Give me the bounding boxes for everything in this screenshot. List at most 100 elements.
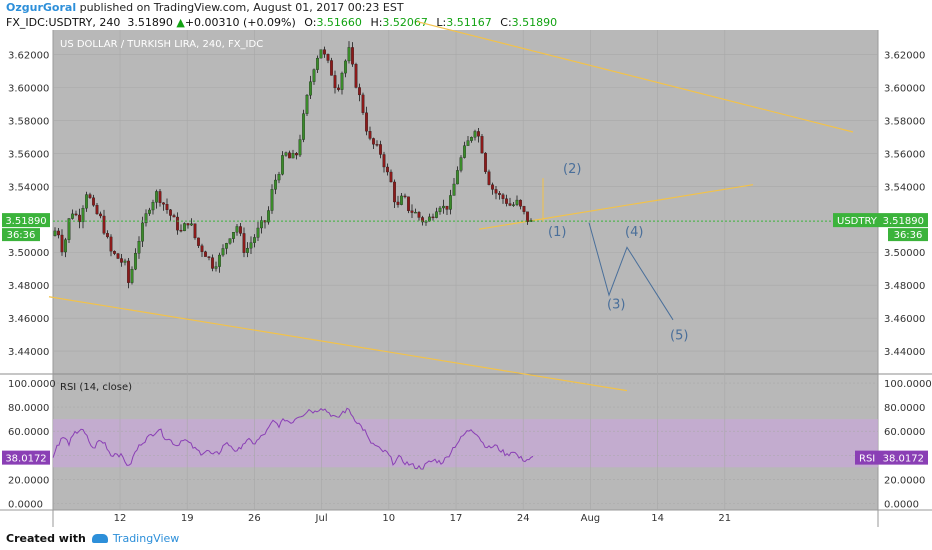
candle-body (319, 49, 323, 59)
candle-body (354, 63, 358, 88)
candle-body (323, 49, 326, 55)
price-tick-label-left: 3.56000 (8, 149, 49, 160)
candle-body (305, 95, 309, 114)
candle-body (326, 54, 330, 61)
price-tick-label-right: 3.50000 (884, 248, 925, 259)
candle-body (379, 144, 382, 155)
candle-body (274, 179, 277, 190)
candle-body (470, 137, 473, 141)
candle-body (113, 251, 116, 254)
candle-body (71, 213, 74, 219)
rsi-tick-label-left: 60.0000 (8, 427, 49, 438)
candle-body (463, 145, 466, 158)
rsi-value-tag-right (855, 450, 928, 465)
time-tick-label: 26 (248, 513, 261, 524)
candle-body (312, 69, 316, 82)
candle-body (186, 223, 190, 226)
author-link[interactable]: OzgurGoral (6, 1, 77, 14)
footer: Created with TradingView (6, 528, 926, 548)
time-tick-label: 21 (718, 513, 731, 524)
candle-body (127, 260, 130, 283)
up-arrow-icon: ▲ (176, 16, 185, 29)
candle-body (347, 47, 351, 62)
candle-body (487, 171, 491, 185)
candle-body (526, 211, 529, 222)
last-price-right-text: 3.51890 (883, 216, 924, 227)
candle-body (239, 226, 242, 234)
candle-body (358, 87, 361, 96)
change-value: +0.00310 (+0.09%) (184, 16, 296, 29)
candle-body (246, 247, 249, 253)
candle-body (389, 171, 393, 183)
price-tick-label-left: 3.44000 (8, 347, 49, 358)
candle-body (172, 215, 176, 218)
price-tick-label-right: 3.60000 (884, 83, 925, 94)
candle-body (466, 140, 470, 146)
candle-body (505, 198, 508, 204)
candle-body (141, 222, 144, 242)
candle-body (267, 210, 270, 223)
candle-body (190, 223, 193, 226)
candle-body (197, 237, 200, 246)
time-tick-label: 19 (181, 513, 194, 524)
candle-body (410, 210, 414, 213)
candle-body (78, 214, 81, 223)
candle-body (393, 181, 396, 203)
candle-body (501, 194, 505, 199)
time-tick-label: 17 (450, 513, 463, 524)
rsi-tick-label-right: 100.0000 (884, 379, 932, 390)
open-value: 3.51660 (316, 16, 362, 29)
rsi-value-left-text: 38.0172 (5, 454, 46, 465)
candle-body (498, 193, 501, 195)
candle-body (382, 154, 386, 168)
candle-body (403, 195, 407, 198)
tradingview-brand-link[interactable]: TradingView (91, 532, 179, 545)
countdown-text: 36:36 (7, 230, 36, 241)
trendline (478, 184, 754, 230)
wave-label: (4) (625, 225, 643, 240)
price-tick-label-right: 3.58000 (884, 116, 925, 127)
candle-body (256, 227, 260, 238)
candle-body (74, 213, 78, 216)
rsi-band (53, 419, 878, 468)
candle-body (512, 204, 515, 206)
countdown-right-text: 36:36 (894, 230, 923, 241)
price-tick-label-left: 3.62000 (8, 51, 49, 62)
candle-body (340, 72, 344, 90)
close-label: C: (500, 16, 512, 29)
candle-body (400, 195, 403, 205)
price-tick-label-right: 3.62000 (884, 51, 925, 62)
candle-body (365, 112, 368, 132)
candle-body (158, 191, 162, 203)
candle-body (183, 223, 186, 232)
candle-body (85, 194, 88, 209)
countdown-tag-right (888, 228, 928, 242)
candle-body (351, 47, 354, 65)
time-tick-label: 24 (517, 513, 530, 524)
last-price-left-text: 3.51890 (5, 216, 46, 227)
candle-body (396, 201, 400, 205)
rsi-tag-text: RSI (859, 454, 875, 465)
candle-body (57, 230, 60, 236)
candle-body (102, 215, 106, 234)
rsi-tick-label-right: 80.0000 (884, 403, 925, 414)
candle-body (120, 258, 123, 263)
candle-body (109, 236, 113, 252)
low-label: L: (436, 16, 447, 29)
candle-body (232, 232, 235, 239)
wave-label: (5) (670, 329, 688, 344)
last-price-value: 3.51890 (127, 16, 173, 29)
candle-body (81, 208, 85, 223)
candle-body (477, 131, 480, 137)
price-tick-label-left: 3.54000 (8, 182, 49, 193)
candle-body (337, 87, 340, 90)
rsi-tick-label-left: 100.0000 (8, 379, 56, 390)
candle-body (228, 238, 232, 244)
rsi-value-right-text: 38.0172 (883, 454, 924, 465)
candle-body (442, 205, 445, 209)
candle-body (134, 253, 137, 270)
wave-label: (3) (607, 297, 625, 312)
candle-body (221, 248, 225, 256)
candle-body (277, 174, 281, 181)
